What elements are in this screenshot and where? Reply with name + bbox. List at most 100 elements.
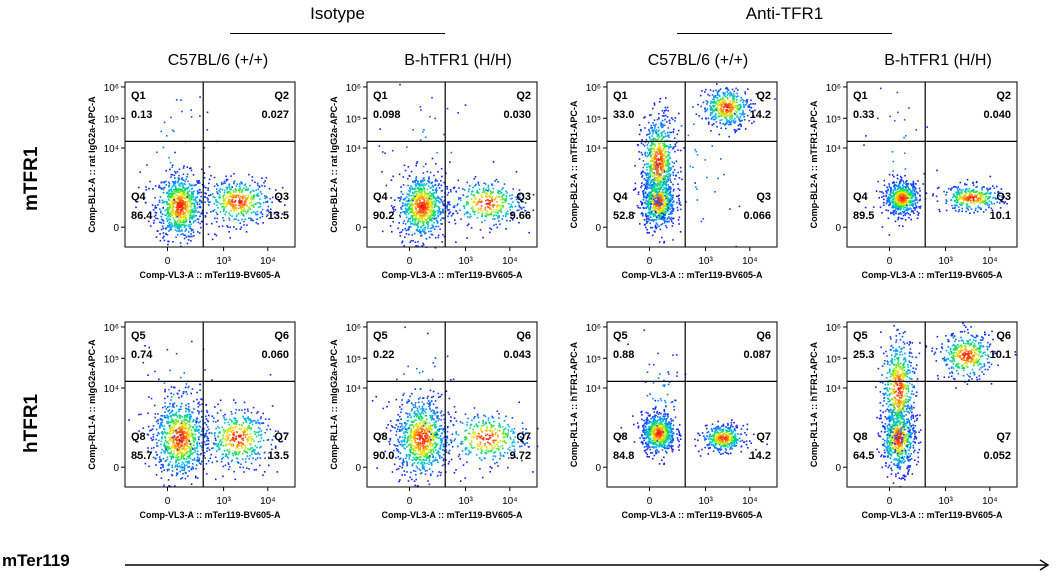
- event-dot: [181, 183, 183, 185]
- event-dot: [258, 186, 261, 188]
- event-dot: [231, 186, 233, 188]
- event-dot: [415, 201, 418, 203]
- event-dot: [646, 188, 648, 190]
- event-dot: [653, 129, 656, 131]
- event-dot: [425, 192, 428, 195]
- event-dot: [711, 124, 713, 126]
- event-dot: [669, 212, 672, 215]
- event-dot: [498, 196, 501, 198]
- event-dot: [651, 171, 654, 174]
- event-dot: [242, 206, 245, 209]
- event-dot: [895, 193, 897, 195]
- event-dot: [226, 178, 229, 181]
- event-dot: [420, 109, 422, 111]
- event-dot: [649, 166, 652, 169]
- event-dot: [245, 186, 248, 188]
- event-dot: [159, 221, 161, 224]
- event-dot: [491, 218, 494, 220]
- event-dot: [415, 185, 417, 187]
- event-dot: [969, 193, 972, 196]
- event-dot: [647, 196, 650, 198]
- event-dot: [659, 193, 662, 195]
- event-dot: [725, 87, 728, 89]
- event-dot: [730, 103, 733, 105]
- event-dot: [266, 201, 269, 203]
- event-dot: [420, 187, 422, 190]
- event-dot: [427, 205, 430, 208]
- event-dot: [726, 104, 729, 106]
- event-dot: [421, 191, 423, 193]
- event-dot: [653, 102, 656, 104]
- event-dot: [970, 194, 973, 197]
- event-dot: [912, 186, 914, 188]
- event-dot: [419, 205, 422, 207]
- event-dot: [726, 109, 728, 111]
- event-dot: [502, 201, 505, 204]
- event-dot: [982, 211, 985, 213]
- event-dot: [261, 208, 264, 211]
- event-dot: [474, 198, 477, 201]
- event-dot: [714, 191, 716, 193]
- event-dot: [669, 177, 671, 180]
- event-dot: [180, 178, 183, 180]
- event-dot: [436, 220, 439, 223]
- event-dot: [192, 194, 194, 196]
- event-dot: [492, 204, 495, 206]
- event-dot: [914, 188, 917, 190]
- event-dot: [649, 209, 651, 211]
- event-dot: [654, 174, 657, 177]
- event-dot: [255, 189, 257, 191]
- event-dot: [668, 185, 670, 188]
- event-dot: [228, 200, 231, 203]
- event-dot: [659, 199, 662, 202]
- event-dot: [977, 197, 980, 200]
- event-dot: [966, 178, 969, 181]
- event-dot: [422, 211, 424, 214]
- event-dot: [673, 128, 675, 131]
- event-dot: [665, 97, 667, 99]
- event-dot: [664, 181, 667, 183]
- event-dot: [419, 106, 422, 108]
- event-dot: [441, 201, 444, 204]
- event-dot: [167, 198, 170, 201]
- event-dot: [438, 210, 441, 212]
- event-dot: [661, 236, 663, 239]
- event-dot: [176, 171, 179, 173]
- event-dot: [659, 158, 662, 161]
- event-dot: [496, 211, 499, 213]
- event-dot: [466, 203, 468, 206]
- event-dot: [425, 222, 428, 224]
- event-dot: [903, 182, 905, 184]
- event-dot: [652, 220, 655, 222]
- event-dot: [410, 226, 412, 228]
- event-dot: [411, 204, 414, 206]
- event-dot: [412, 188, 415, 190]
- event-dot: [669, 186, 671, 188]
- event-dot: [409, 189, 412, 191]
- event-dot: [726, 115, 728, 117]
- event-dot: [501, 202, 503, 204]
- event-dot: [482, 189, 485, 191]
- event-dot: [918, 199, 921, 202]
- event-dot: [893, 195, 896, 197]
- event-dot: [661, 181, 663, 184]
- event-dot: [163, 121, 166, 124]
- event-dot: [421, 195, 424, 197]
- event-dot: [644, 116, 646, 118]
- event-dot: [641, 176, 643, 178]
- event-dot: [662, 124, 665, 127]
- event-dot: [420, 191, 422, 194]
- event-dot: [220, 182, 223, 184]
- event-dot: [640, 213, 643, 215]
- event-dot: [905, 212, 907, 215]
- event-dot: [894, 209, 896, 212]
- event-dot: [471, 191, 473, 193]
- event-dot: [456, 212, 459, 215]
- event-dot: [206, 212, 208, 214]
- event-dot: [643, 219, 646, 221]
- event-dot: [670, 220, 673, 223]
- event-dot: [648, 176, 651, 179]
- event-dot: [976, 200, 978, 202]
- event-dot: [663, 218, 666, 220]
- event-dot: [645, 200, 647, 202]
